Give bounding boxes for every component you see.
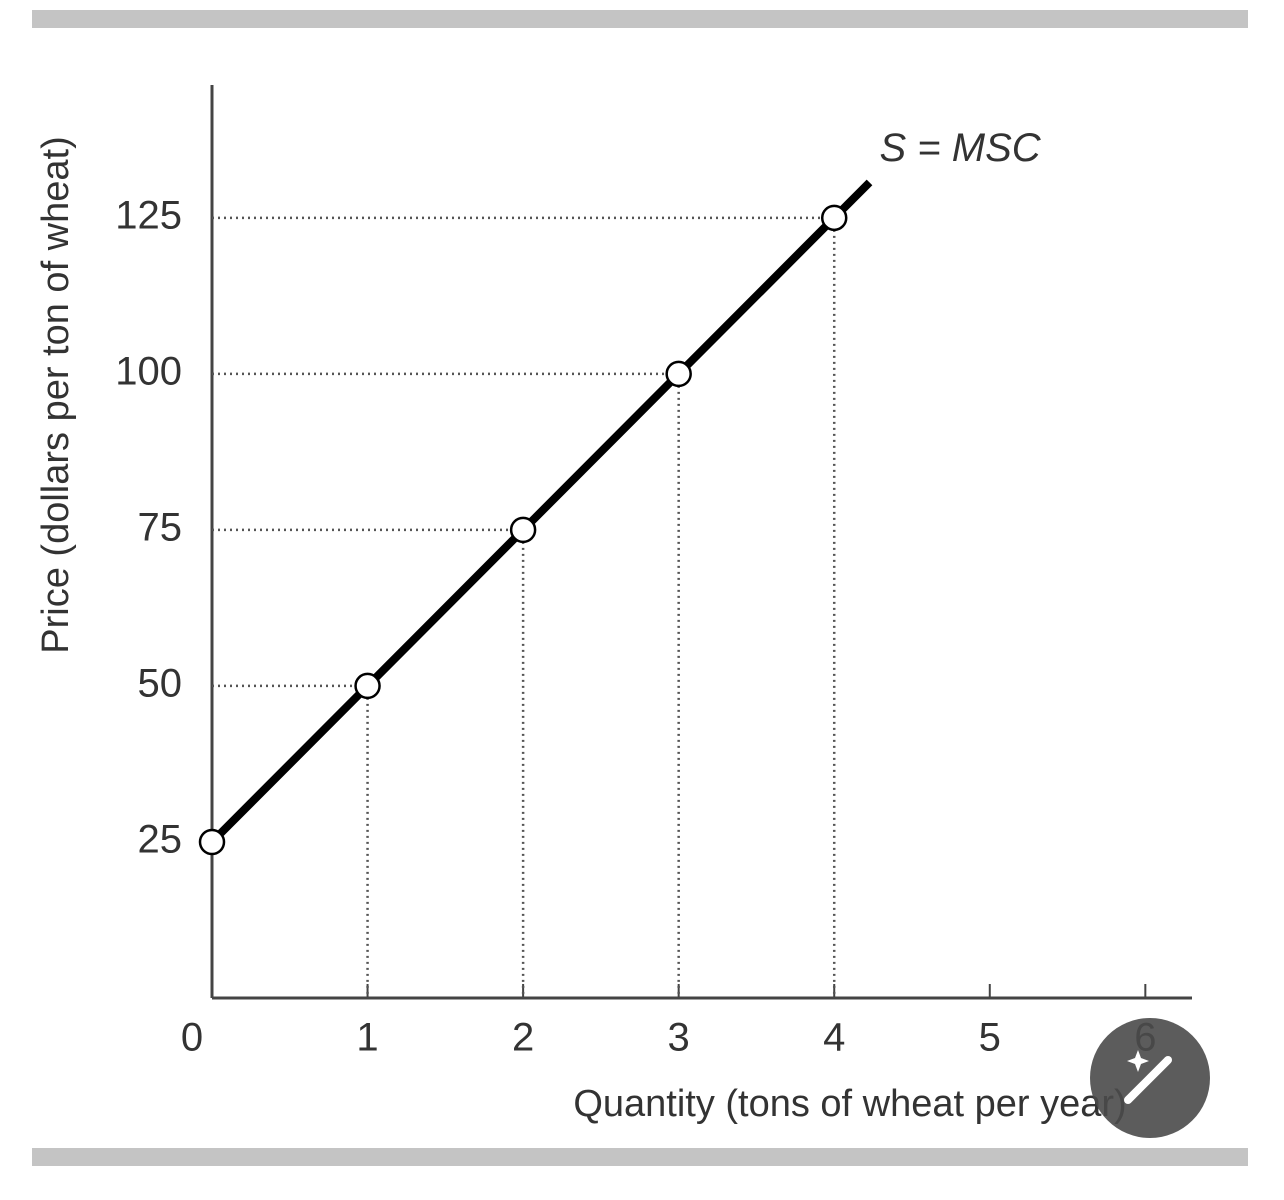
point-marker — [198, 828, 226, 856]
plot-area: 2550751001250123456S = MSC — [115, 85, 1192, 1060]
bottom-bar — [32, 1148, 1248, 1166]
point-marker — [509, 516, 537, 544]
x-axis-title: Quantity (tons of wheat per year) — [573, 1083, 1126, 1125]
y-tick-label: 50 — [138, 661, 183, 705]
series-label: S = MSC — [880, 126, 1042, 170]
x-tick-label: 0 — [181, 1016, 203, 1060]
point-marker — [665, 360, 692, 388]
sparkle-icon — [1127, 1050, 1149, 1072]
top-bar — [32, 10, 1248, 28]
y-tick-label: 125 — [115, 193, 182, 237]
x-tick-label: 2 — [512, 1016, 534, 1060]
x-tick-label: 5 — [979, 1016, 1001, 1060]
edit-button[interactable] — [1090, 1018, 1210, 1138]
y-tick-label: 75 — [138, 505, 183, 549]
x-tick-label: 1 — [356, 1016, 378, 1060]
y-axis-title: Price (dollars per ton of wheat) — [35, 136, 77, 653]
x-tick-label: 4 — [823, 1016, 845, 1060]
y-tick-label: 100 — [115, 349, 182, 393]
point-marker — [354, 672, 381, 700]
x-tick-label: 3 — [668, 1016, 690, 1060]
wand-icon — [1124, 1056, 1172, 1104]
y-tick-label: 25 — [138, 818, 183, 862]
point-marker — [820, 204, 848, 232]
